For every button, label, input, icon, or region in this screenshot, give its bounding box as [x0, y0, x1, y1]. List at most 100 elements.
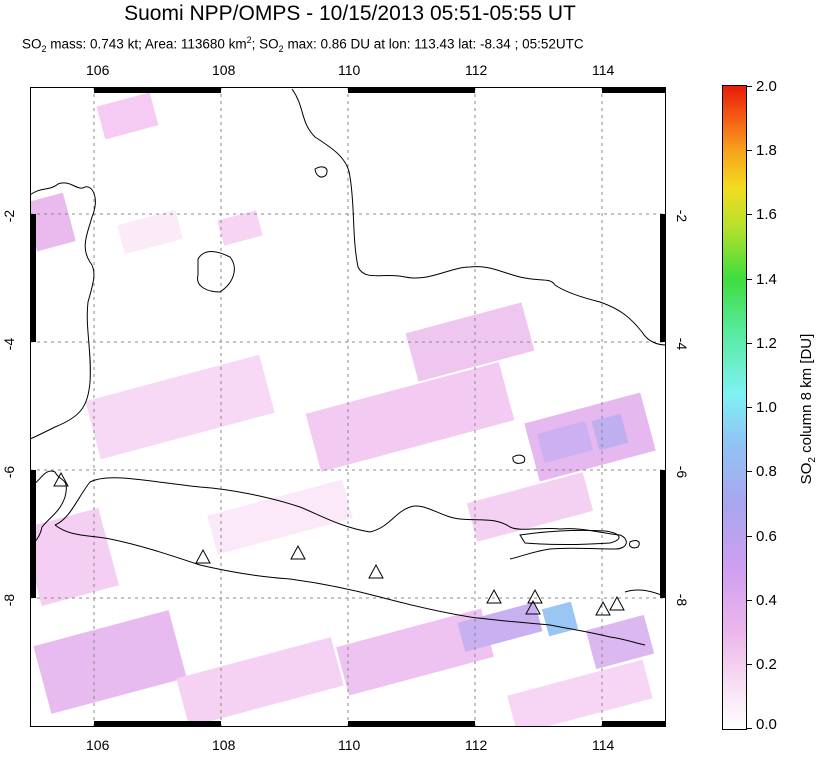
so2-pixel	[336, 608, 494, 696]
colorbar-tick	[746, 664, 752, 665]
volcano-marker	[53, 471, 69, 487]
volcano-marker	[595, 600, 611, 616]
so2-pixel	[541, 601, 579, 637]
lon-label-bottom: 108	[212, 737, 236, 753]
lon-label-bottom: 114	[592, 737, 615, 753]
so2-pixel	[217, 210, 263, 246]
colorbar-label: 0.0	[756, 716, 777, 733]
coastline-bawean	[512, 454, 526, 464]
lat-label-left: -4	[1, 337, 18, 351]
coastline-sumatra-south	[30, 470, 67, 548]
so2-pixel	[507, 659, 653, 727]
colorbar-tick	[746, 536, 752, 537]
lon-label-bottom: 110	[338, 737, 361, 753]
colorbar-label: 1.2	[756, 335, 777, 352]
colorbar-label: 1.4	[756, 271, 777, 288]
coastline-borneo	[291, 88, 666, 346]
volcano-marker	[527, 588, 543, 604]
colorbar-title: SO2 column 8 km [DU]	[798, 333, 818, 485]
so2-pixel	[591, 413, 629, 451]
so2-map	[30, 87, 666, 727]
so2-pixel	[117, 209, 183, 255]
so2-pixel	[30, 508, 119, 606]
colorbar-label: 0.8	[756, 463, 777, 480]
lon-label-top: 108	[212, 62, 236, 78]
so2-pixel	[85, 354, 275, 460]
coastline-islands	[629, 540, 640, 549]
map-canvas	[30, 87, 666, 727]
border-bar	[30, 470, 36, 598]
volcano-markers	[53, 471, 625, 616]
lon-label-bottom: 112	[465, 737, 488, 753]
border-bar	[30, 214, 36, 342]
so2-pixel	[585, 614, 655, 670]
border-bar	[660, 214, 666, 342]
so2-pixel	[96, 92, 159, 140]
lat-label-right: -4	[674, 337, 691, 351]
graticule	[30, 87, 666, 727]
colorbar-label: 1.0	[756, 399, 777, 416]
border-bar	[94, 721, 221, 727]
border-bar	[348, 721, 475, 727]
volcano-marker	[525, 599, 541, 615]
lat-label-right: -8	[674, 593, 691, 607]
so2-pixel	[536, 421, 594, 463]
so2-pixel	[457, 602, 543, 652]
volcano-marker	[609, 595, 625, 611]
so2-pixel	[30, 192, 76, 252]
lon-label-top: 106	[86, 62, 110, 78]
lat-label-right: -2	[674, 209, 691, 223]
colorbar-tick	[746, 279, 752, 280]
colorbar-label: 1.6	[756, 206, 777, 223]
map-subtitle: SO2 mass: 0.743 kt; Area: 113680 km2; SO…	[22, 35, 584, 55]
lon-label-top: 114	[592, 62, 615, 78]
volcano-marker	[195, 548, 211, 564]
colorbar	[722, 85, 747, 730]
colorbar-label: 2.0	[756, 78, 777, 95]
lon-label-top: 110	[338, 62, 361, 78]
border-bar	[602, 721, 666, 727]
lat-label-left: -2	[1, 209, 18, 223]
colorbar-tick	[746, 728, 752, 729]
volcano-marker	[368, 563, 384, 579]
map-title: Suomi NPP/OMPS - 10/15/2013 05:51-05:55 …	[124, 2, 576, 25]
colorbar-tick	[746, 600, 752, 601]
coastline-java-south	[54, 524, 646, 646]
so2-pixel	[405, 302, 535, 382]
colorbar-tick	[746, 150, 752, 151]
border-bars	[30, 87, 666, 727]
colorbar-tick	[746, 471, 752, 472]
coastlines	[30, 88, 666, 646]
lat-label-left: -8	[1, 593, 18, 607]
colorbar-label: 0.4	[756, 592, 777, 609]
lon-label-bottom: 106	[86, 737, 110, 753]
so2-pixel	[176, 637, 344, 727]
so2-pixel	[207, 479, 353, 555]
border-bar	[602, 87, 666, 93]
lat-label-right: -6	[674, 465, 691, 479]
border-bar	[94, 87, 221, 93]
colorbar-tick	[746, 407, 752, 408]
so2-pixel	[305, 362, 515, 472]
colorbar-tick	[746, 343, 752, 344]
colorbar-tick	[746, 214, 752, 215]
lon-label-top: 112	[465, 62, 488, 78]
volcano-marker	[290, 544, 306, 560]
coastline-sumatra	[30, 182, 96, 440]
coastline-madura	[519, 529, 620, 545]
coastline-bangka	[197, 251, 235, 293]
so2-pixel	[466, 472, 594, 542]
border-bar	[348, 87, 475, 93]
colorbar-label: 0.2	[756, 656, 777, 673]
coastline-java-north	[54, 477, 627, 560]
lat-label-left: -6	[1, 465, 18, 479]
colorbar-label: 0.6	[756, 528, 777, 545]
colorbar-tick	[746, 86, 752, 87]
colorbar-label: 1.8	[756, 142, 777, 159]
border-bar	[660, 470, 666, 598]
coastline-bali	[624, 589, 666, 598]
so2-pixels	[30, 92, 656, 727]
coastline-belitung	[314, 166, 328, 178]
volcano-marker	[486, 588, 502, 604]
so2-pixel	[33, 610, 187, 714]
